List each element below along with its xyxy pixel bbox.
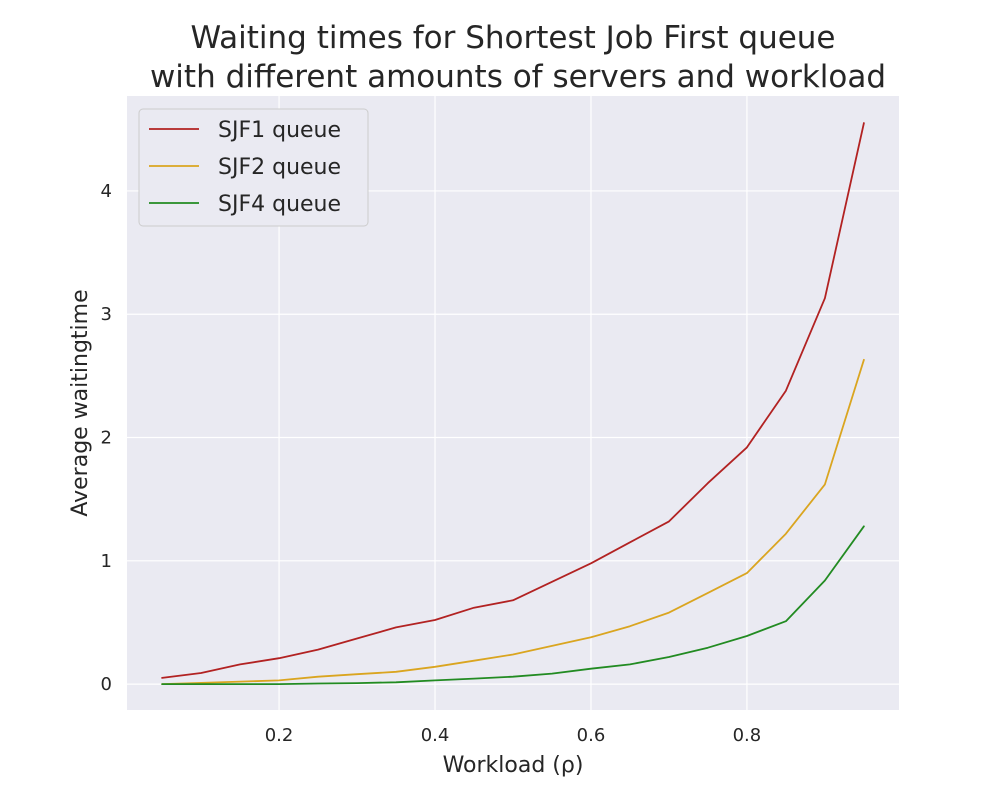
y-tick-label: 2: [101, 428, 112, 449]
y-tick-label: 3: [101, 304, 112, 325]
y-axis-ticks: 0 1 2 3 4: [101, 181, 112, 695]
y-tick-label: 1: [101, 551, 112, 572]
series-line-2: [161, 358, 865, 685]
legend: SJF1 queue SJF2 queue SJF4 queue: [138, 108, 369, 227]
series-line-3: [161, 525, 865, 685]
x-tick-label: 0.6: [577, 725, 606, 746]
legend-label: SJF1 queue: [218, 118, 341, 143]
x-tick-label: 0.8: [733, 725, 762, 746]
legend-box: [138, 108, 369, 227]
x-axis-ticks: 0.2 0.4 0.6 0.8: [265, 725, 762, 746]
legend-label: SJF4 queue: [218, 192, 341, 217]
chart-title-line-2: with different amounts of servers and wo…: [150, 59, 886, 95]
x-axis-label: Workload (ρ): [443, 753, 584, 778]
y-axis-label: Average waitingtime: [68, 289, 93, 516]
y-tick-label: 0: [101, 674, 112, 695]
x-tick-label: 0.2: [265, 725, 294, 746]
chart-title-line-1: Waiting times for Shortest Job First que…: [190, 20, 835, 56]
series-line-1: [161, 122, 865, 679]
y-tick-label: 4: [101, 181, 112, 202]
x-tick-label: 0.4: [421, 725, 450, 746]
series-lines: [161, 122, 865, 685]
legend-label: SJF2 queue: [218, 155, 341, 180]
